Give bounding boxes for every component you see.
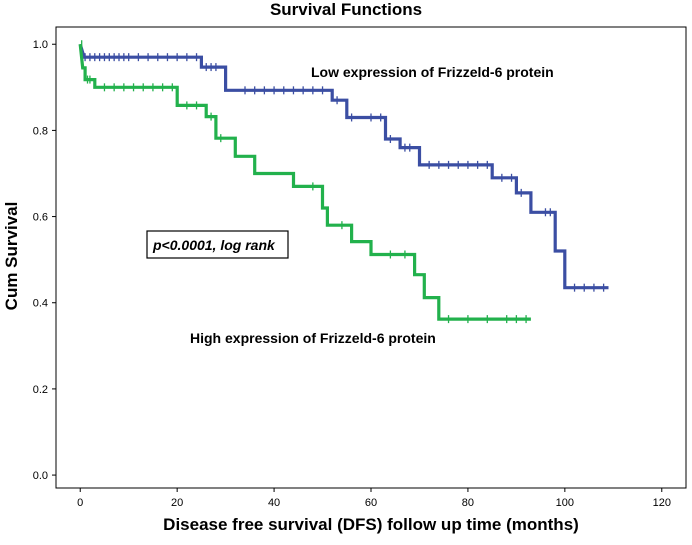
- x-tick-label: 0: [77, 497, 83, 509]
- pvalue-text: p<0.0001, log rank: [152, 237, 276, 253]
- survival-line: [78, 44, 531, 321]
- y-axis-title: Cum Survival: [2, 202, 21, 311]
- survival-line: [78, 43, 609, 290]
- x-tick-label: 120: [653, 497, 671, 509]
- x-axis-title: Disease free survival (DFS) follow up ti…: [163, 515, 579, 534]
- x-tick-label: 20: [171, 497, 183, 509]
- x-axis: 0 20 40 60 80 100 120: [77, 488, 671, 509]
- x-tick-label: 60: [365, 497, 377, 509]
- y-tick-label: 0.6: [33, 212, 48, 224]
- x-tick-label: 80: [462, 497, 474, 509]
- y-tick-label: 1.0: [33, 39, 48, 51]
- low-expression-label: Low expression of Frizzeld-6 protein: [311, 64, 554, 80]
- y-tick-label: 0.4: [33, 298, 48, 310]
- chart-title: Survival Functions: [270, 0, 422, 19]
- y-tick-label: 0.8: [33, 125, 48, 137]
- pvalue-box: [146, 230, 289, 259]
- y-tick-label: 0.2: [33, 384, 48, 396]
- series-low-expression: [78, 43, 609, 292]
- x-tick-label: 40: [268, 497, 280, 509]
- y-axis: 0.0 0.2 0.4 0.6 0.8 1.0: [33, 39, 56, 482]
- high-expression-label: High expression of Frizzeld-6 protein: [190, 330, 436, 346]
- x-tick-label: 100: [556, 497, 574, 509]
- series-layer: [78, 40, 609, 324]
- series-high-expression: [78, 40, 531, 324]
- y-tick-label: 0.0: [33, 470, 48, 482]
